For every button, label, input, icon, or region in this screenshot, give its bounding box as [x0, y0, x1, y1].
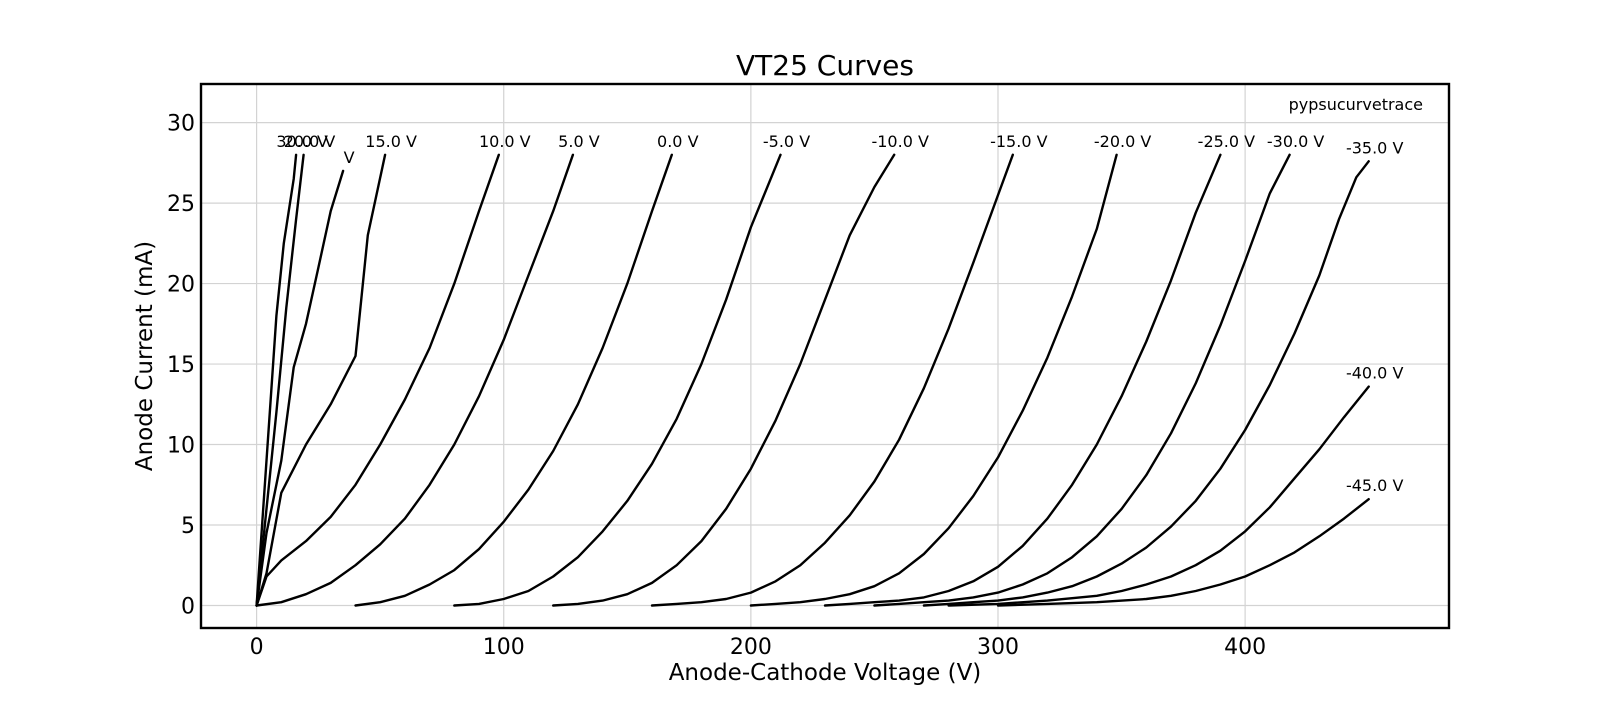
y-tick-label: 0: [181, 594, 195, 619]
curve-line: [354, 153, 673, 607]
curve-label: -5.0 V: [763, 132, 810, 151]
y-tick-label: 5: [181, 514, 195, 539]
curve-label: 30.0 V: [276, 132, 328, 151]
curve-label: 15.0 V: [365, 132, 417, 151]
y-tick-label: 30: [167, 112, 195, 137]
curve-label: 5.0 V: [558, 132, 600, 151]
x-tick-label: 100: [483, 635, 525, 660]
y-tick-label: 15: [167, 353, 195, 378]
x-tick-label: 300: [977, 635, 1019, 660]
curve-label: -30.0 V: [1267, 132, 1324, 151]
curve-label: -25.0 V: [1198, 132, 1255, 151]
y-tick-label: 20: [167, 273, 195, 298]
chart-title: VT25 Curves: [736, 49, 914, 82]
curve-line: [255, 153, 387, 607]
x-axis-label: Anode-Cathode Voltage (V): [669, 660, 982, 686]
curve-label: -35.0 V: [1346, 138, 1403, 157]
grid-layer: [201, 84, 1449, 628]
curve-line: [749, 153, 1118, 607]
curve-line: [453, 153, 782, 607]
curve-label: 10.0 V: [479, 132, 531, 151]
curve-label-layer: 30.0 V20.0 V V 15.0 V 10.0 V 5.0 V 0.0 V -5.0 …: [276, 132, 1403, 495]
curve-line: [552, 153, 896, 607]
y-tick-label: 25: [167, 192, 195, 217]
curve-label: -20.0 V: [1094, 132, 1151, 151]
curve-line: [255, 153, 305, 607]
curve-label: 0.0 V: [657, 132, 699, 151]
curve-label: -40.0 V: [1346, 364, 1403, 383]
curve-label: V: [344, 148, 355, 167]
curve-line: [255, 153, 500, 607]
y-axis-label: Anode Current (mA): [132, 241, 158, 471]
curve-line: [823, 153, 1222, 607]
tick-layer: 0 100 200 300 400 0 5 10 15 20 25 30: [167, 112, 1266, 660]
curve-label: -10.0 V: [871, 132, 928, 151]
curve-label: -15.0 V: [990, 132, 1047, 151]
x-tick-label: 200: [730, 635, 772, 660]
x-tick-label: 400: [1224, 635, 1266, 660]
curve-line: [650, 153, 1014, 607]
curve-line: [255, 153, 575, 607]
curve-line: [873, 153, 1291, 607]
curve-layer: [255, 153, 1370, 607]
curve-line: [947, 385, 1370, 607]
curve-label: 20.0 V: [284, 132, 336, 151]
plot-frame: [199, 82, 1451, 630]
source-annotation: pypsucurvetrace: [1289, 95, 1423, 114]
curve-line: [255, 169, 345, 607]
curve-line: [922, 160, 1370, 607]
y-tick-label: 10: [167, 434, 195, 459]
curve-line: [255, 153, 298, 607]
x-tick-label: 0: [250, 635, 264, 660]
curve-label: -45.0 V: [1346, 476, 1403, 495]
curve-line: [996, 498, 1370, 607]
